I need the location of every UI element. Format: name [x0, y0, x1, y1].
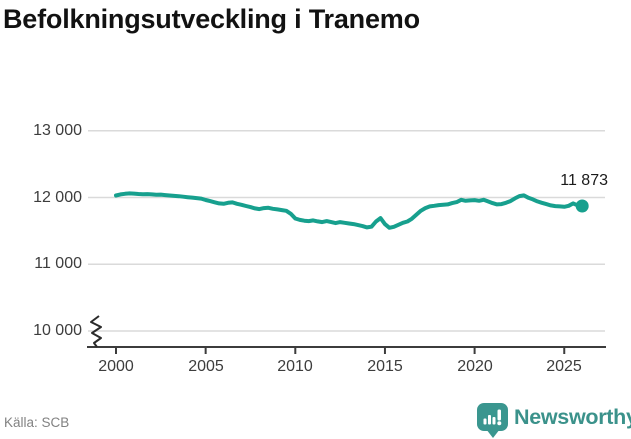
source-credit: Källa: SCB	[4, 415, 70, 430]
chart-title: Befolkningsutveckling i Tranemo	[3, 4, 420, 34]
last-point-marker	[575, 199, 589, 213]
y-axis-label-13000: 13 000	[33, 122, 82, 139]
population-line	[114, 191, 585, 230]
last-value-label: 11 873	[560, 172, 608, 189]
newsworthy-badge-icon	[477, 403, 508, 431]
x-axis-label-2010: 2010	[277, 358, 313, 375]
x-axis-label-2005: 2005	[188, 358, 224, 375]
y-axis-label-11000: 11 000	[34, 255, 82, 272]
x-axis-label-2020: 2020	[457, 358, 493, 375]
x-axis-label-2015: 2015	[367, 358, 403, 375]
newsworthy-badge-tail	[486, 429, 500, 438]
x-axis-label-2025: 2025	[546, 358, 582, 375]
x-axis-label-2000: 2000	[98, 358, 134, 375]
newsworthy-wordmark: Newsworthy	[514, 405, 631, 429]
y-axis-label-12000: 12 000	[33, 189, 82, 206]
y-axis-break-icon	[90, 315, 102, 348]
bar-chart-exclamation-icon	[483, 409, 502, 426]
newsworthy-logo: Newsworthy	[477, 403, 631, 438]
y-axis-label-10000: 10 000	[33, 322, 82, 339]
